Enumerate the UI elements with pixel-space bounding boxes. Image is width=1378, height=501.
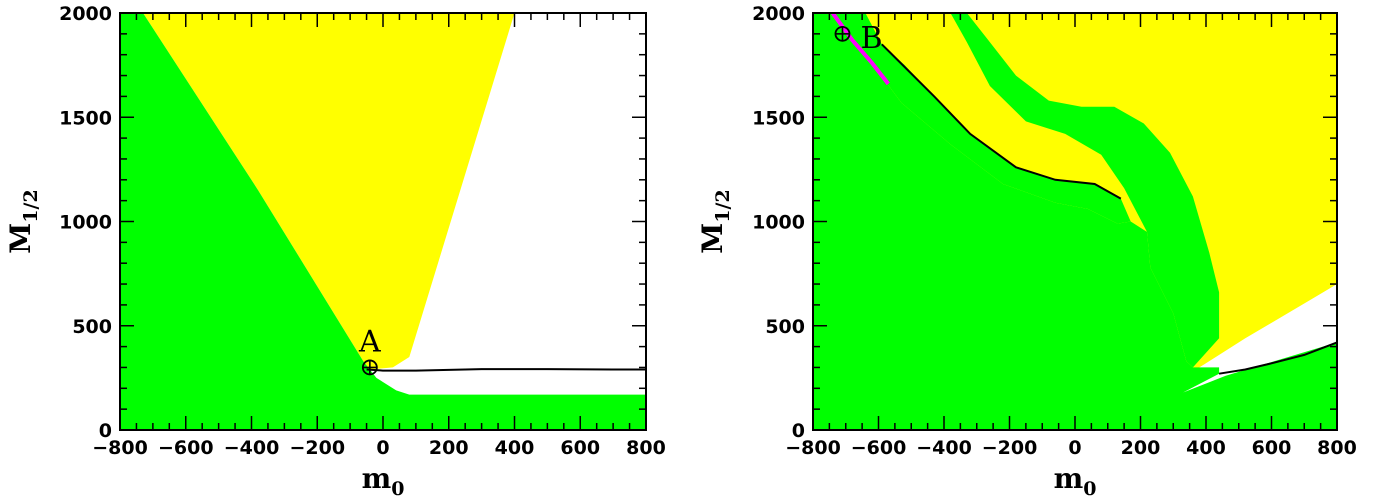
y-tick-label: 1500 — [752, 107, 805, 129]
y-tick-label: 2000 — [59, 3, 112, 25]
region-green-arc — [950, 13, 1220, 368]
contour-boundary — [366, 368, 646, 372]
x-tick-label: 0 — [376, 437, 389, 459]
x-tick-label: −200 — [289, 437, 345, 459]
x-tick-label: −800 — [92, 437, 148, 459]
y-axis-title: M1/2 — [696, 189, 734, 253]
x-tick-label: 400 — [1186, 437, 1226, 459]
y-axis-title: M1/2 — [4, 189, 42, 253]
x-tick-label: 0 — [1068, 437, 1081, 459]
x-tick-label: 400 — [495, 437, 535, 459]
x-tick-label: −400 — [224, 437, 280, 459]
plot-area — [120, 13, 646, 430]
plot-area — [813, 13, 1337, 430]
region-white — [1183, 284, 1337, 393]
region-green-main — [813, 13, 1337, 430]
x-tick-label: 200 — [429, 437, 469, 459]
x-tick-label: −400 — [916, 437, 972, 459]
x-tick-label: −600 — [158, 437, 214, 459]
contour-boundary-lower — [1218, 341, 1337, 375]
y-tick-label: 0 — [99, 420, 112, 442]
x-tick-label: −800 — [785, 437, 841, 459]
left-panel: −800 −600 −400 −200 0 200 400 600 800 0 500 1000 150… — [4, 3, 666, 500]
x-tick-label: −600 — [851, 437, 907, 459]
y-tick-label: 1500 — [59, 107, 112, 129]
region-green — [120, 13, 646, 430]
y-tick-label: 1000 — [752, 212, 805, 234]
x-tick-label: 600 — [1252, 437, 1292, 459]
benchmark-point-A: A — [358, 324, 381, 376]
y-tick-label: 0 — [792, 420, 805, 442]
y-tick-label: 500 — [72, 316, 112, 338]
x-tick-label: −200 — [982, 437, 1038, 459]
benchmark-point-B: B — [834, 21, 883, 56]
contour-boundary-band — [881, 43, 1122, 200]
x-tick-label: 200 — [1121, 437, 1161, 459]
y-tick-label: 2000 — [752, 3, 805, 25]
x-tick-label: 800 — [1317, 437, 1357, 459]
point-label: A — [358, 324, 381, 359]
region-yellow — [143, 13, 515, 370]
y-tick-label: 1000 — [59, 212, 112, 234]
x-axis-title: m0 — [362, 462, 405, 500]
point-label: B — [860, 21, 882, 56]
x-tick-label: 600 — [560, 437, 600, 459]
x-tick-label: 800 — [626, 437, 666, 459]
right-panel: −800 −600 −400 −200 0 200 400 600 800 0 500 1000 150… — [696, 3, 1357, 500]
x-axis-title: m0 — [1054, 462, 1097, 500]
y-tick-label: 500 — [765, 316, 805, 338]
